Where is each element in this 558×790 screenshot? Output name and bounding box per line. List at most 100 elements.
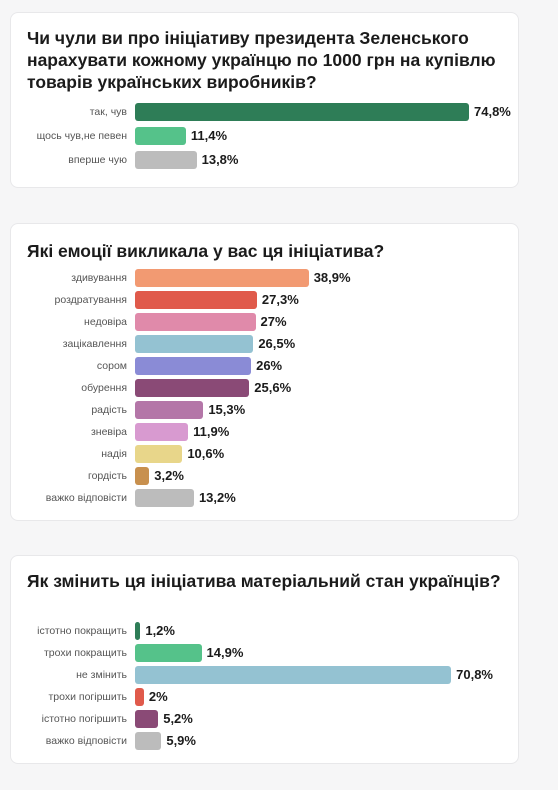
bar-row: щось чув, не певен 11,4% (11, 122, 518, 149)
chart-card-material-status: Як змінить ця ініціатива матеріальний ст… (10, 555, 519, 764)
value-label: 11,4% (190, 128, 228, 143)
category-label-line: трохи погіршить (48, 691, 128, 703)
bar-row: важко відповісти 5,9% (11, 730, 518, 752)
category-label: роздратування (11, 289, 127, 311)
category-label: так, чув (11, 101, 127, 122)
category-label: важко відповісти (11, 730, 127, 752)
category-label: трохи покращить (11, 642, 127, 664)
bar-row: трохи погіршить 2% (11, 686, 518, 708)
category-label-line: вперше чую (68, 154, 127, 166)
category-label-line: важко відповісти (45, 492, 127, 504)
value-label: 5,9% (166, 733, 196, 748)
category-label: істотно погіршить (11, 708, 127, 730)
bar-rows: здивування 38,9% роздратування 27,3% недовір… (11, 267, 518, 509)
bar (135, 379, 250, 397)
category-label: обурення (11, 377, 127, 399)
value-label: 3,2% (154, 468, 184, 483)
value-label: 74,8% (474, 104, 511, 119)
bar (135, 644, 202, 662)
value-label: 14,9% (206, 645, 244, 660)
value-label: 10,6% (187, 446, 225, 461)
bar-row: важко відповісти 13,2% (11, 487, 518, 509)
category-label: надія (11, 443, 127, 465)
value-label: 1,2% (145, 623, 175, 638)
bar-row: здивування 38,9% (11, 267, 518, 289)
value-label: 2% (148, 689, 168, 704)
category-label-line: важко відповісти (45, 735, 127, 747)
bar-row: надія 10,6% (11, 443, 518, 465)
category-label: важко відповісти (11, 487, 127, 509)
category-label: здивування (11, 267, 127, 289)
bar-row: не змінить 70,8% (11, 664, 518, 686)
bar-row: зацікавлення 26,5% (11, 333, 518, 355)
category-label-line: обурення (81, 382, 127, 394)
chart-title: Чи чули ви про ініціативу президента Зел… (27, 28, 496, 92)
category-label-line: не змінить (76, 669, 127, 681)
bar (135, 269, 309, 287)
value-label: 38,9% (313, 270, 351, 285)
bar (135, 102, 469, 121)
category-label-line: зневіра (90, 426, 127, 438)
chart-title: Як змінить ця ініціатива матеріальний ст… (27, 571, 501, 591)
bar-rows: істотно покращить 1,2% трохи покращить 14,9… (11, 620, 518, 752)
category-label-line: надія (101, 448, 127, 460)
category-label-line: істотно погіршить (41, 713, 127, 725)
category-label-line: гордість (87, 470, 127, 482)
value-label: 27,3% (261, 292, 299, 307)
bar-row: обурення 25,6% (11, 377, 518, 399)
bar (135, 622, 141, 640)
category-label: вперше чую (11, 149, 127, 171)
category-label-line: недовіра (84, 316, 127, 328)
bar-row: роздратування 27,3% (11, 289, 518, 311)
bar-row: зневіра 11,9% (11, 421, 518, 443)
bar-row: істотно покращить 1,2% (11, 620, 518, 642)
bar (135, 291, 257, 309)
category-label-line: щось чув, (36, 129, 84, 142)
bar-row: радість 15,3% (11, 399, 518, 421)
category-label: істотно покращить (11, 620, 127, 642)
bar (135, 710, 159, 728)
bar-row: вперше чую 13,8% (11, 149, 518, 171)
category-label-line: так, чув (89, 105, 127, 118)
bar-row: сором 26% (11, 355, 518, 377)
bar (135, 423, 189, 441)
bar (135, 126, 186, 145)
chart-title: Які емоції викликала у вас ця ініціатива… (27, 241, 385, 261)
bar-row: трохи покращить 14,9% (11, 642, 518, 664)
bar (135, 688, 144, 706)
bar (135, 313, 256, 331)
bar (135, 666, 452, 684)
value-label: 5,2% (163, 711, 193, 726)
value-label: 70,8% (456, 667, 493, 682)
value-label: 27% (260, 314, 287, 329)
value-label: 26% (256, 358, 283, 373)
bar-row: так, чув 74,8% (11, 101, 518, 122)
value-label: 25,6% (254, 380, 292, 395)
category-label: щось чув, не певен (11, 122, 127, 149)
category-label: гордість (11, 465, 127, 487)
category-label: радість (11, 399, 127, 421)
category-label-line: істотно покращить (37, 625, 127, 637)
category-label-line: не певен (83, 129, 127, 142)
value-label: 11,9% (193, 424, 230, 439)
bar (135, 445, 183, 463)
bar-row: істотно погіршить 5,2% (11, 708, 518, 730)
bar (135, 401, 204, 419)
bar (135, 335, 254, 353)
category-label-line: радість (91, 404, 127, 416)
value-label: 26,5% (258, 336, 296, 351)
category-label: трохи погіршить (11, 686, 128, 708)
bar-row: недовіра 27% (11, 311, 518, 333)
category-label-line: здивування (71, 272, 127, 284)
bar (135, 357, 252, 375)
chart-card-awareness: Чи чули ви про ініціативу президента Зел… (10, 12, 519, 188)
bar (135, 732, 162, 750)
bar-rows: так, чув 74,8% щось чув, не певен 11,4% вперш… (11, 101, 518, 171)
category-label: не змінить (11, 664, 127, 686)
category-label-line: сором (96, 360, 127, 372)
bar-row: гордість 3,2% (11, 465, 518, 487)
category-label-line: трохи покращить (44, 647, 127, 659)
value-label: 13,8% (201, 152, 239, 167)
bar (135, 151, 197, 169)
category-label-line: роздратування (54, 294, 127, 306)
